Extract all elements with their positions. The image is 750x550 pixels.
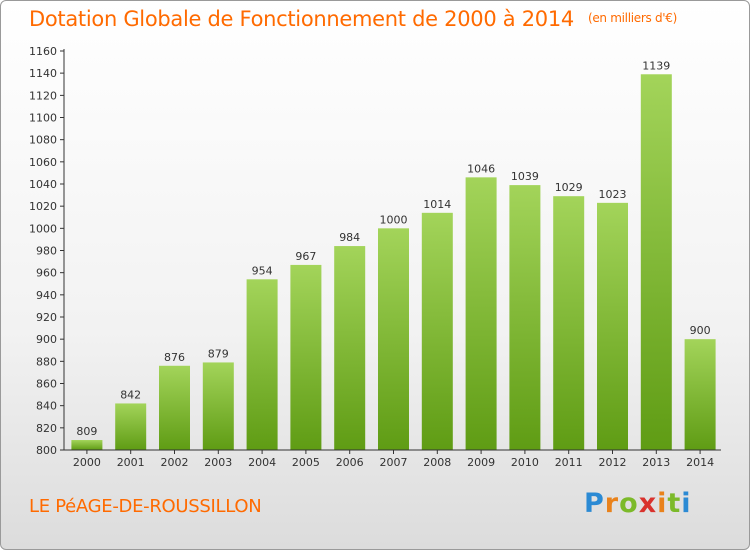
x-axis: 2000 2001 2002 2003 2004 2005 2006 2007 2008 2009… xyxy=(64,449,721,469)
bar-value-label: 954 xyxy=(252,264,273,277)
bar-value-label: 809 xyxy=(76,425,97,438)
y-tick-label: 880 xyxy=(36,355,57,368)
x-tick-label: 2012 xyxy=(599,456,627,469)
x-tick-label: 2014 xyxy=(686,456,714,469)
y-tick-label: 920 xyxy=(36,311,57,324)
x-tick-label: 2011 xyxy=(555,456,583,469)
chart-title: Dotation Globale de Fonctionnement de 20… xyxy=(29,7,677,31)
bar-2008 xyxy=(421,212,453,450)
x-tick-label: 2008 xyxy=(423,456,451,469)
bar-2003 xyxy=(202,362,234,450)
bar-2004 xyxy=(246,279,278,450)
y-tick-label: 860 xyxy=(36,378,57,391)
bar-value-label: 876 xyxy=(164,351,185,364)
bar-2011 xyxy=(553,196,585,450)
y-tick-label: 1140 xyxy=(29,67,57,80)
y-tick-label: 1080 xyxy=(29,134,57,147)
y-axis: 800 820 840 860 880 900 920 940 960 980 1000 1020 10… xyxy=(29,45,65,457)
y-tick-label: 820 xyxy=(36,422,57,435)
bar-2006 xyxy=(334,246,366,450)
bar-value-label: 1046 xyxy=(467,162,495,175)
x-tick-label: 2010 xyxy=(511,456,539,469)
bar-value-label: 1023 xyxy=(599,188,627,201)
x-tick-label: 2002 xyxy=(161,456,189,469)
bar-value-label: 842 xyxy=(120,388,141,401)
x-tick-label: 2003 xyxy=(204,456,232,469)
chart-subtitle: (en milliers d'€) xyxy=(587,11,677,25)
bar-2005 xyxy=(290,264,322,450)
y-tick-label: 1060 xyxy=(29,156,57,169)
x-tick-label: 2009 xyxy=(467,456,495,469)
proxiti-logo: Proxiti xyxy=(584,488,692,519)
y-tick-label: 940 xyxy=(36,289,57,302)
bar-value-label: 1014 xyxy=(423,198,451,211)
bar-value-label: 900 xyxy=(690,324,711,337)
bar-value-label: 1029 xyxy=(555,181,583,194)
x-tick-label: 2001 xyxy=(117,456,145,469)
bar-value-label: 1000 xyxy=(380,213,408,226)
y-tick-label: 1020 xyxy=(29,200,57,213)
municipality-name: LE PéAGE-DE-ROUSSILLON xyxy=(29,496,262,517)
bar-2000 xyxy=(71,440,103,450)
x-tick-label: 2000 xyxy=(73,456,101,469)
x-tick-label: 2006 xyxy=(336,456,364,469)
y-tick-label: 1000 xyxy=(29,222,57,235)
x-tick-label: 2013 xyxy=(642,456,670,469)
y-tick-label: 800 xyxy=(36,444,57,457)
title-text: Dotation Globale de Fonctionnement de 20… xyxy=(29,7,574,31)
y-tick-label: 980 xyxy=(36,245,57,258)
y-tick-label: 1160 xyxy=(29,45,57,58)
bar-2001 xyxy=(115,403,147,450)
y-tick-label: 1120 xyxy=(29,89,57,102)
bar-2007 xyxy=(378,228,409,450)
bar-2014 xyxy=(684,339,716,450)
x-tick-label: 2005 xyxy=(292,456,320,469)
bar-2010 xyxy=(509,185,541,450)
bar-2013 xyxy=(640,74,672,451)
y-tick-label: 1100 xyxy=(29,112,57,125)
bar-2012 xyxy=(597,202,628,450)
x-tick-label: 2007 xyxy=(380,456,408,469)
bars-group: 809 842 876 879 954 967 984 1000 1014 1046 1039 102… xyxy=(71,59,716,451)
bar-2009 xyxy=(465,177,497,450)
x-tick-label: 2004 xyxy=(248,456,276,469)
bar-value-label: 1139 xyxy=(642,59,670,72)
y-tick-label: 900 xyxy=(36,333,57,346)
bar-value-label: 1039 xyxy=(511,170,539,183)
y-tick-label: 1040 xyxy=(29,178,57,191)
y-tick-label: 840 xyxy=(36,400,57,413)
y-tick-label: 960 xyxy=(36,267,57,280)
bar-value-label: 967 xyxy=(295,250,316,263)
bar-2002 xyxy=(159,365,190,450)
bar-value-label: 984 xyxy=(339,231,360,244)
bar-value-label: 879 xyxy=(208,347,229,360)
